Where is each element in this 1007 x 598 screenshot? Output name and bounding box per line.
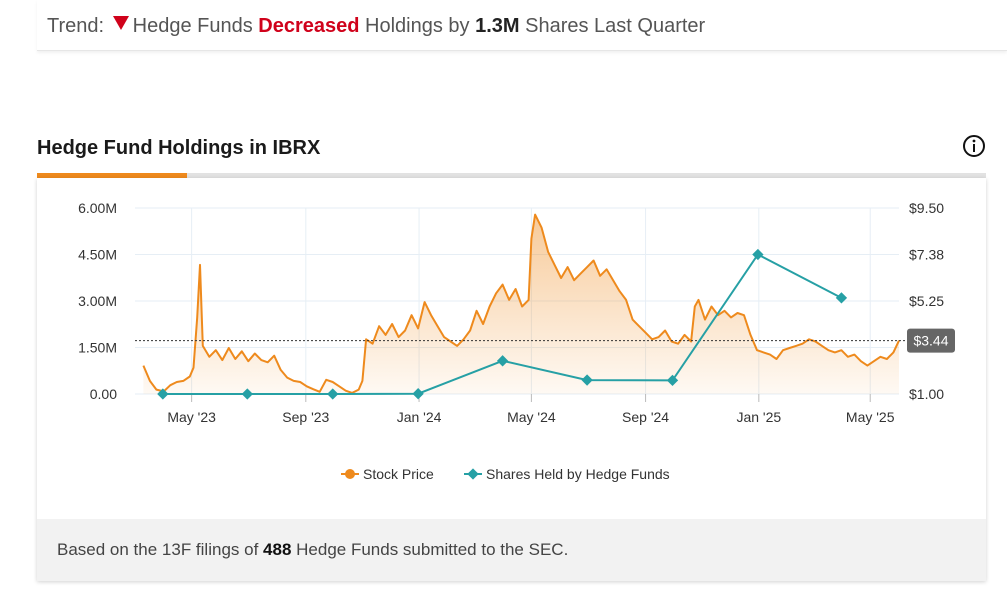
trend-amount: 1.3M — [475, 15, 520, 37]
trend-prefix: Trend: — [47, 15, 105, 37]
left-axis-label: 6.00M — [78, 200, 117, 216]
x-tick-label: Jan '24 — [397, 409, 442, 425]
right-axis-label: $9.50 — [909, 200, 944, 216]
footer-post: Hedge Funds submitted to the SEC. — [296, 540, 569, 559]
footer-note: Based on the 13F filings of 488 Hedge Fu… — [57, 540, 568, 560]
hedge-fund-count: 488 — [263, 540, 292, 559]
hedge-fund-marker — [412, 388, 424, 400]
trend-middle: Holdings by — [365, 15, 470, 37]
hedge-fund-marker — [327, 388, 339, 400]
right-axis-label: $5.25 — [909, 293, 944, 309]
chart-card: May '23 Sep '23 Jan '24 May '24 Sep '24 Jan '… — [37, 178, 986, 581]
trend-suffix: Shares Last Quarter — [525, 15, 706, 37]
x-tick-label: May '25 — [846, 409, 895, 425]
chart-tab-active-indicator[interactable] — [37, 173, 187, 178]
hedge-fund-marker — [581, 374, 593, 386]
section-title: Hedge Fund Holdings in IBRX — [37, 137, 321, 159]
chart-footer: Based on the 13F filings of 488 Hedge Fu… — [37, 519, 986, 581]
left-axis-label: 0.00 — [90, 386, 117, 402]
hedge-fund-marker — [666, 374, 679, 387]
hedge-fund-marker — [752, 248, 764, 261]
legend-stock-price-label: Stock Price — [363, 466, 434, 482]
right-axis-label: $7.38 — [909, 246, 944, 262]
current-price-label: $3.44 — [913, 333, 948, 349]
current-price-badge — [907, 328, 955, 353]
left-axis-label: 3.00M — [78, 293, 117, 309]
chart-tab-strip — [37, 173, 986, 178]
hedge-fund-marker — [496, 355, 509, 367]
footer-pre: Based on the 13F filings of — [57, 540, 259, 559]
left-axis-label: 4.50M — [78, 247, 117, 263]
trend-banner: Trend: Hedge Funds Decreased Holdings by… — [37, 0, 1007, 51]
legend-hedge-fund-swatch — [467, 468, 479, 480]
x-tick-label: Sep '24 — [622, 409, 669, 425]
legend-hedge-fund-label: Shares Held by Hedge Funds — [486, 466, 670, 482]
legend-stock-price-swatch — [345, 469, 355, 479]
trend-text: Trend: Hedge Funds Decreased Holdings by… — [47, 15, 705, 38]
x-tick-label: Sep '23 — [282, 409, 329, 425]
holdings-chart: May '23 Sep '23 Jan '24 May '24 Sep '24 Jan '… — [78, 200, 955, 482]
x-tick-label: Jan '25 — [736, 409, 781, 425]
info-icon[interactable] — [962, 134, 986, 158]
x-tick-label: May '24 — [507, 409, 556, 425]
right-axis-label: $1.00 — [909, 386, 944, 402]
trend-subject: Hedge Funds — [132, 15, 253, 37]
stock-price-line — [142, 213, 900, 394]
left-axis-label: 1.50M — [78, 340, 117, 356]
trend-direction: Decreased — [258, 15, 360, 37]
x-tick-label: May '23 — [167, 409, 216, 425]
hedge-fund-marker — [241, 388, 253, 400]
hedge-fund-marker — [835, 292, 848, 304]
arrow-down-icon — [112, 16, 129, 30]
